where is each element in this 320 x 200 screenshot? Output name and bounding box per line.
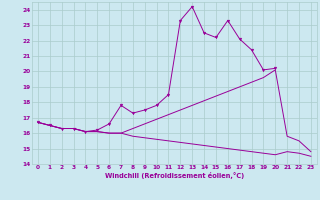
X-axis label: Windchill (Refroidissement éolien,°C): Windchill (Refroidissement éolien,°C) — [105, 172, 244, 179]
